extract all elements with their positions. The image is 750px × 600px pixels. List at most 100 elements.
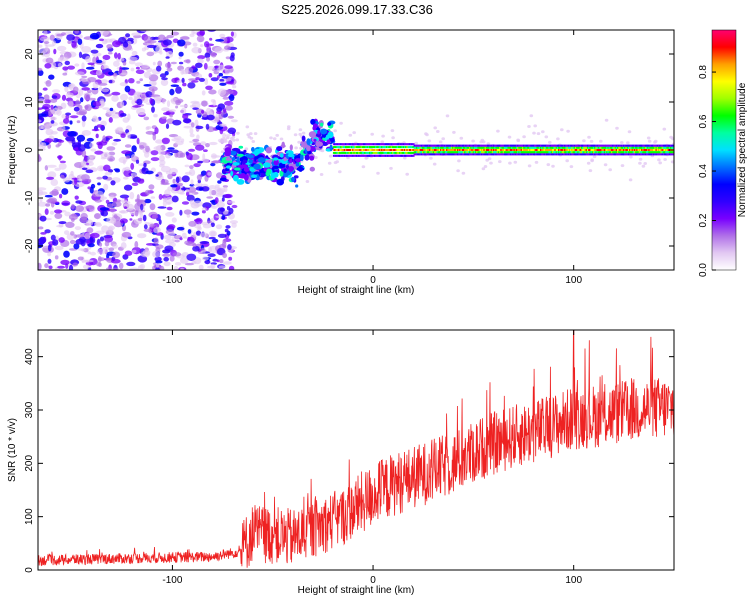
heat-cell	[544, 149, 547, 151]
heat-cell	[620, 153, 623, 156]
heat-cell	[98, 86, 103, 91]
heat-cell	[500, 151, 503, 154]
heat-cell	[393, 154, 396, 157]
heat-cell	[166, 67, 173, 72]
heat-cell	[106, 267, 112, 270]
heat-cell	[387, 143, 390, 146]
heat-cell	[568, 151, 572, 154]
heat-cell	[146, 51, 155, 57]
heat-cell	[638, 153, 641, 156]
heat-cell	[641, 151, 644, 154]
heat-cell	[95, 133, 99, 139]
heat-cell	[465, 144, 468, 147]
heat-cell	[394, 143, 397, 146]
heat-cell	[227, 200, 236, 204]
heat-cell	[251, 140, 256, 143]
heat-cell	[378, 154, 381, 157]
heat-cell	[414, 144, 417, 147]
heat-cell	[222, 241, 227, 248]
heat-cell	[655, 146, 658, 149]
heat-cell	[540, 146, 543, 149]
heat-cell	[496, 149, 499, 151]
heat-cell	[369, 151, 372, 154]
heat-cell	[493, 144, 496, 147]
heat-cell	[416, 146, 419, 149]
heat-cell	[378, 146, 381, 149]
heat-cell	[400, 149, 403, 151]
heat-cell	[479, 144, 482, 147]
heat-cell	[609, 153, 612, 156]
heat-cell	[197, 160, 204, 164]
heat-cell	[565, 146, 568, 149]
heat-cell	[538, 153, 541, 156]
heat-cell	[372, 149, 375, 151]
heat-cell	[635, 144, 638, 147]
heat-cell	[655, 144, 658, 147]
heat-cell	[434, 151, 437, 154]
heat-cell	[85, 219, 94, 226]
heat-cell	[533, 124, 537, 128]
heat-cell	[346, 149, 349, 151]
heat-cell	[460, 151, 463, 154]
heat-cell	[340, 151, 343, 154]
heat-cell	[413, 151, 416, 154]
heat-cell	[520, 149, 523, 151]
heat-cell	[665, 153, 668, 156]
heat-cell	[171, 138, 181, 142]
heat-cell	[99, 207, 109, 211]
heat-cell	[621, 146, 624, 149]
heat-cell	[82, 264, 90, 270]
heat-cell	[166, 201, 171, 205]
heat-cell	[372, 146, 375, 149]
heat-cell	[635, 151, 638, 154]
heat-cell	[165, 123, 170, 129]
heat-cell	[162, 98, 166, 105]
heat-cell	[582, 149, 585, 151]
heat-cell	[550, 151, 553, 154]
heat-cell	[623, 151, 626, 154]
heat-cell	[180, 107, 187, 115]
heat-cell	[206, 56, 210, 62]
heat-cell	[452, 151, 455, 154]
heat-cell	[453, 153, 456, 156]
heat-cell	[411, 154, 414, 157]
heat-cell	[422, 149, 425, 151]
heat-cell	[523, 149, 526, 151]
heat-cell	[624, 144, 627, 147]
heat-cell	[396, 149, 399, 151]
heat-cell	[201, 100, 208, 107]
heat-cell	[134, 210, 139, 217]
heat-cell	[406, 154, 409, 157]
heat-cell	[349, 149, 352, 151]
heat-cell	[119, 218, 128, 224]
heat-cell	[665, 146, 668, 149]
heat-cell	[555, 144, 558, 147]
heat-cell	[544, 153, 547, 156]
heat-cell	[364, 146, 367, 149]
heat-cell	[225, 225, 231, 229]
heat-cell	[655, 151, 658, 154]
heat-cell	[408, 149, 411, 151]
heat-cell	[182, 113, 189, 120]
heat-cell	[617, 149, 620, 151]
heat-cell	[500, 149, 503, 151]
heat-cell	[417, 146, 420, 149]
heat-cell	[672, 144, 674, 147]
heat-cell	[99, 98, 105, 105]
heat-cell	[410, 154, 413, 157]
heat-cell	[69, 239, 76, 245]
heat-cell	[670, 160, 674, 164]
heat-cell	[497, 149, 500, 151]
heat-cell	[534, 153, 537, 156]
heat-cell	[170, 184, 178, 188]
heat-cell	[112, 251, 121, 259]
heat-cell	[134, 202, 141, 211]
heat-cell	[505, 153, 508, 156]
heat-cell	[139, 144, 145, 150]
heat-cell	[438, 151, 442, 154]
heat-cell	[453, 151, 456, 154]
heat-cell	[180, 267, 185, 270]
heat-cell	[600, 144, 603, 147]
heat-cell	[516, 139, 521, 143]
heat-cell	[589, 146, 592, 149]
